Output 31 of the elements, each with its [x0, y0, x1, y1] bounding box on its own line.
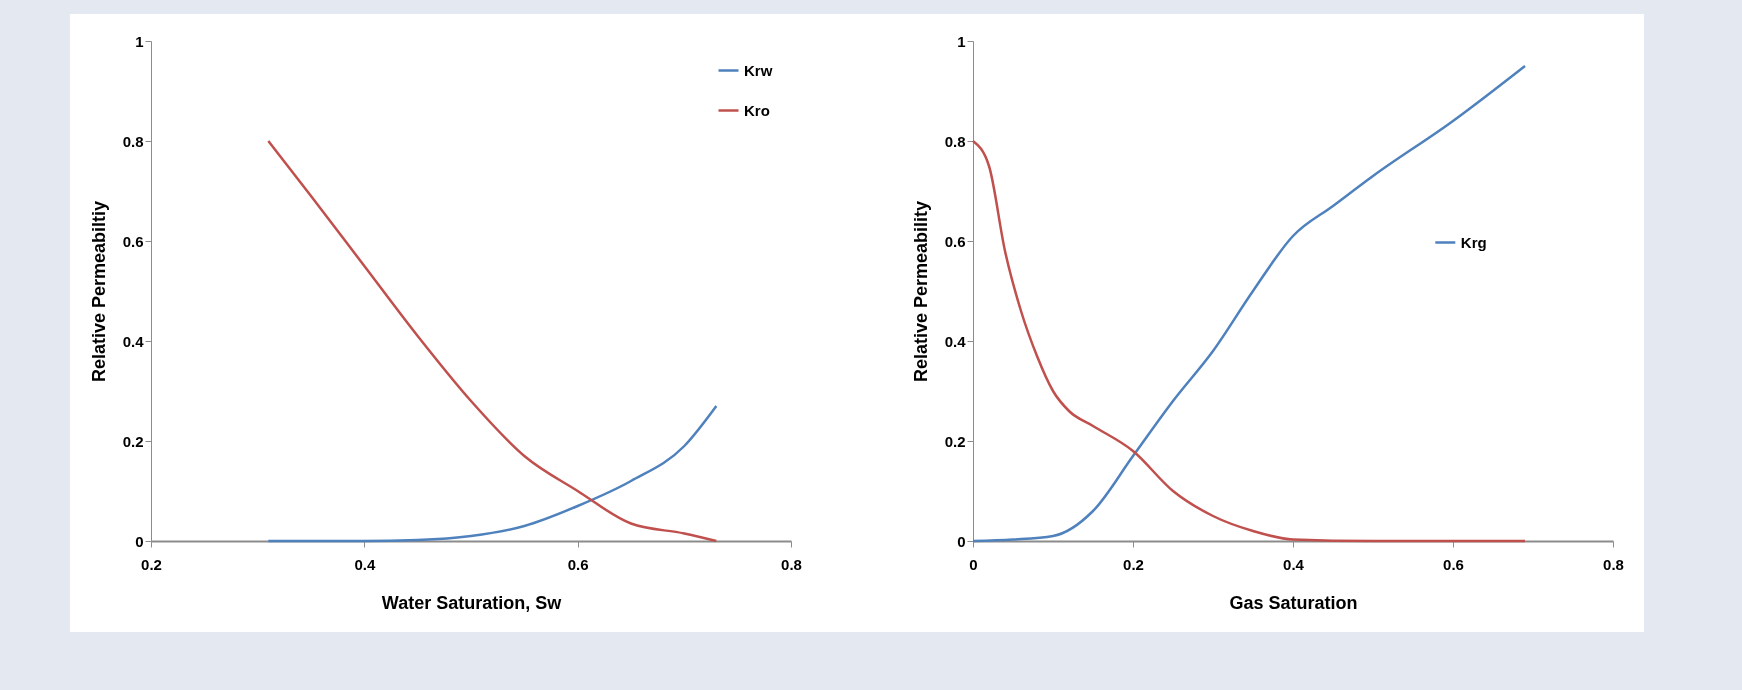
line-series [971, 64, 1527, 543]
y-axis-title: Relative Permeabiltiy [88, 200, 109, 383]
x-tick-label: 0.6 [1443, 555, 1464, 573]
y-tick-label: 1 [957, 32, 966, 50]
y-tick-label: 0.2 [944, 432, 966, 450]
x-tick-label: 0.4 [354, 555, 376, 573]
y-tick-label: 0 [957, 532, 966, 550]
line-series [971, 139, 1527, 543]
y-tick-label: 0.6 [944, 232, 966, 250]
legend-label: Kro [744, 101, 770, 119]
legend-label: Krg [1460, 233, 1487, 251]
y-tick-label: 0.6 [122, 232, 144, 250]
x-tick-label: 0.8 [781, 555, 802, 573]
y-tick-label: 0.4 [122, 332, 145, 350]
x-axis-title: Water Saturation, Sw [381, 592, 563, 613]
y-tick-label: 1 [135, 32, 144, 50]
x-axis-title: Gas Saturation [1229, 592, 1358, 613]
y-tick-label: 0 [135, 532, 144, 550]
x-tick-label: 0.4 [1283, 555, 1305, 573]
y-axis-title: Relative Permeability [910, 200, 931, 383]
y-tick-label: 0.8 [122, 132, 144, 150]
x-tick-label: 0 [969, 555, 978, 573]
legend-label: Krw [744, 61, 773, 79]
line-series [267, 404, 718, 543]
x-tick-label: 0.2 [1123, 555, 1144, 573]
y-tick-label: 0.8 [944, 132, 966, 150]
y-tick-label: 0.2 [122, 432, 144, 450]
y-tick-label: 0.4 [944, 332, 967, 350]
x-tick-label: 0.6 [567, 555, 589, 573]
x-tick-label: 0.8 [1603, 555, 1624, 573]
line-series [267, 139, 718, 543]
